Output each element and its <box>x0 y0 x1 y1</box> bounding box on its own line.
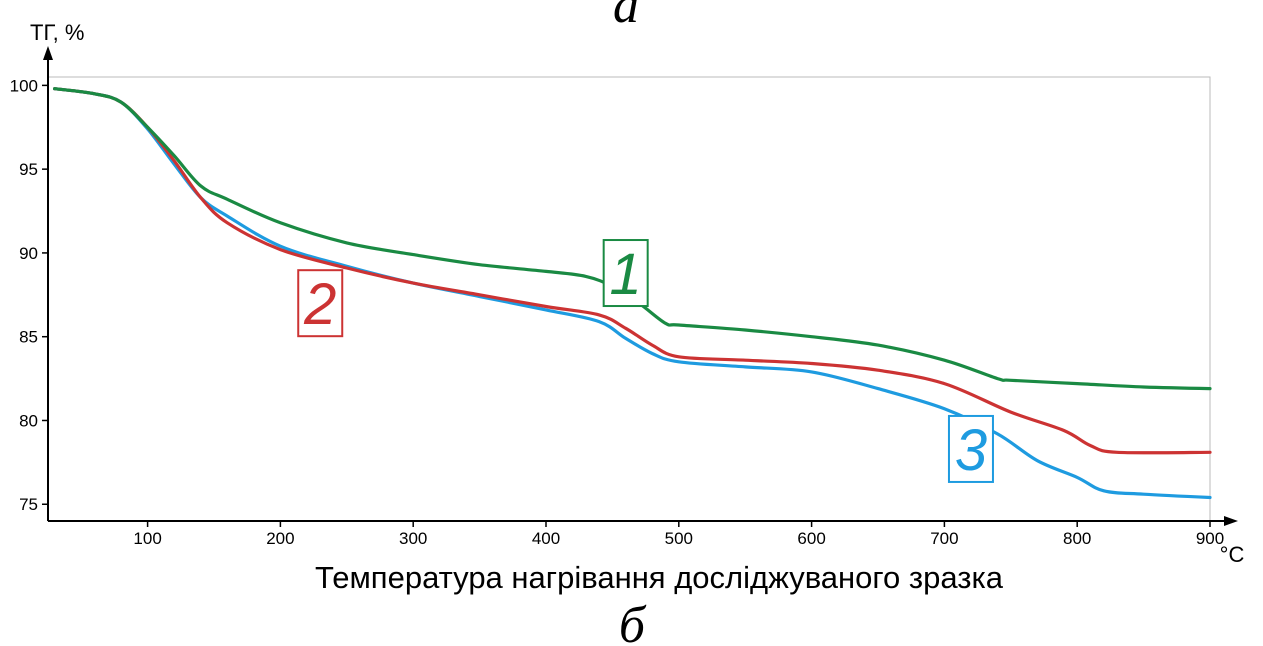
x-tick-label: 500 <box>665 529 693 548</box>
x-tick-label: 400 <box>532 529 560 548</box>
series-label-1: 1 <box>602 239 649 308</box>
series-labels: 1 2 3 <box>297 239 994 483</box>
series-label-box <box>297 269 344 338</box>
series-label-3: 3 <box>947 414 994 483</box>
y-tick-label: 90 <box>19 244 38 263</box>
bottom-caption: б <box>619 597 647 646</box>
x-axis-label: Температура нагрівання досліджуваного зр… <box>315 560 1004 595</box>
y-axis-label: ТГ, % <box>30 20 84 45</box>
y-tick-label: 85 <box>19 328 38 347</box>
series-line-3 <box>53 87 1212 500</box>
y-tick-label: 95 <box>19 160 38 179</box>
series-label-text: 1 <box>610 242 642 307</box>
axis-ticks: 100 200 300 400 500 600 700 800 900 75 80 85 90 95 100 <box>10 76 1225 548</box>
series-label-text: 3 <box>955 418 987 483</box>
series-label-text: 2 <box>303 272 336 337</box>
y-tick-label: 75 <box>19 495 38 514</box>
x-tick-label: 100 <box>133 529 161 548</box>
x-tick-label: 200 <box>266 529 294 548</box>
top-caption: а <box>613 0 639 34</box>
series-label-box <box>602 239 649 308</box>
x-tick-label: 900 <box>1196 529 1224 548</box>
series-label-2: 2 <box>297 269 344 338</box>
x-tick-label: 800 <box>1063 529 1091 548</box>
y-tick-label: 80 <box>19 411 38 430</box>
x-tick-label: 700 <box>930 529 958 548</box>
series-line-2 <box>53 87 1212 455</box>
x-tick-label: 300 <box>399 529 427 548</box>
x-axis-arrow <box>1224 516 1238 526</box>
y-axis-arrow <box>43 46 53 60</box>
y-tick-label: 100 <box>10 76 38 95</box>
x-axis-unit: °C <box>1220 542 1245 567</box>
x-tick-label: 600 <box>797 529 825 548</box>
series-label-box <box>947 414 994 483</box>
